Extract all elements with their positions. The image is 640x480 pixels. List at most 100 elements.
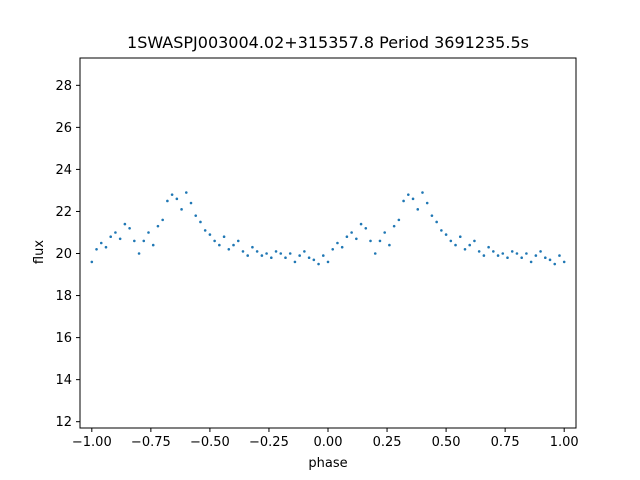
data-point	[402, 199, 405, 203]
data-point	[373, 252, 377, 255]
data-point	[298, 254, 301, 257]
data-point	[520, 256, 523, 260]
data-point	[369, 239, 372, 243]
x-tick-label: −1.00	[72, 435, 112, 450]
data-point	[194, 214, 198, 217]
data-point	[350, 231, 353, 234]
data-point	[227, 248, 231, 251]
data-point	[364, 226, 368, 230]
data-point	[265, 252, 268, 255]
data-point	[331, 248, 335, 251]
x-tick-label: 0.00	[314, 435, 343, 450]
y-tick-label: 16	[55, 331, 72, 346]
data-point	[199, 220, 202, 224]
data-point	[473, 239, 476, 243]
data-point	[359, 222, 363, 226]
x-tick-label: 0.75	[491, 435, 520, 450]
data-point	[492, 250, 495, 253]
data-point	[189, 201, 193, 205]
data-point	[444, 233, 448, 236]
y-tick-label: 12	[55, 415, 72, 430]
x-axis-label: phase	[308, 456, 347, 471]
data-point	[133, 239, 136, 243]
data-point	[336, 241, 339, 245]
data-point	[99, 241, 103, 245]
data-point	[496, 254, 500, 257]
y-tick-label: 26	[55, 121, 72, 136]
data-points	[90, 191, 566, 266]
data-point	[246, 254, 249, 257]
data-point	[487, 245, 490, 249]
data-point	[463, 248, 467, 251]
data-point	[407, 193, 410, 196]
data-point	[562, 260, 566, 264]
data-point	[534, 254, 538, 257]
data-point	[454, 243, 457, 247]
data-point	[388, 243, 391, 247]
data-point	[425, 201, 429, 205]
data-point	[435, 220, 438, 224]
x-tick-label: −0.50	[190, 435, 230, 450]
data-point	[506, 256, 509, 260]
data-point	[378, 239, 382, 243]
data-point	[293, 260, 297, 264]
data-point	[222, 235, 226, 238]
data-point	[397, 218, 401, 222]
data-point	[232, 243, 235, 247]
y-tick-label: 20	[55, 247, 72, 262]
data-point	[553, 262, 557, 266]
data-point	[548, 258, 552, 262]
data-point	[345, 235, 349, 238]
data-point	[114, 231, 117, 234]
data-point	[147, 231, 150, 234]
data-point	[109, 235, 112, 238]
y-tick-label: 18	[55, 289, 72, 304]
data-point	[303, 250, 306, 253]
data-point	[544, 256, 547, 260]
data-point	[355, 237, 358, 241]
y-tick-label: 28	[55, 79, 72, 94]
data-point	[208, 233, 212, 236]
data-point	[118, 237, 122, 241]
y-tick-label: 14	[55, 373, 72, 388]
y-axis-label: flux	[32, 240, 47, 264]
data-point	[213, 239, 216, 243]
data-point	[218, 243, 221, 247]
data-point	[525, 252, 528, 255]
data-point	[203, 229, 207, 232]
data-point	[241, 250, 245, 253]
data-point	[501, 252, 505, 255]
data-point	[260, 254, 264, 257]
data-point	[416, 208, 420, 211]
data-point	[90, 260, 94, 264]
data-point	[142, 239, 146, 243]
data-point	[317, 262, 320, 266]
data-point	[430, 214, 434, 217]
chart-title: 1SWASPJ003004.02+315357.8 Period 3691235…	[127, 33, 529, 52]
x-axis-ticks: −1.00 −0.75 −0.50 −0.25 0.00 0.25 0.50 0.75 1.00	[72, 428, 579, 450]
data-point	[251, 245, 254, 249]
data-point	[279, 252, 283, 255]
data-point	[558, 254, 561, 257]
data-point	[156, 224, 160, 228]
data-point	[468, 243, 472, 247]
data-point	[151, 243, 155, 247]
x-tick-label: −0.25	[249, 435, 289, 450]
data-point	[383, 231, 386, 234]
x-tick-label: 0.50	[432, 435, 461, 450]
data-point	[421, 191, 424, 194]
data-point	[510, 250, 514, 253]
data-point	[288, 252, 292, 255]
data-point	[123, 222, 127, 226]
data-point	[529, 260, 533, 264]
data-point	[392, 224, 396, 228]
data-point	[161, 218, 164, 222]
x-tick-label: 1.00	[550, 435, 579, 450]
data-point	[270, 256, 273, 260]
data-point	[175, 197, 179, 201]
data-point	[180, 208, 183, 211]
data-point	[184, 191, 188, 194]
data-point	[274, 250, 278, 253]
